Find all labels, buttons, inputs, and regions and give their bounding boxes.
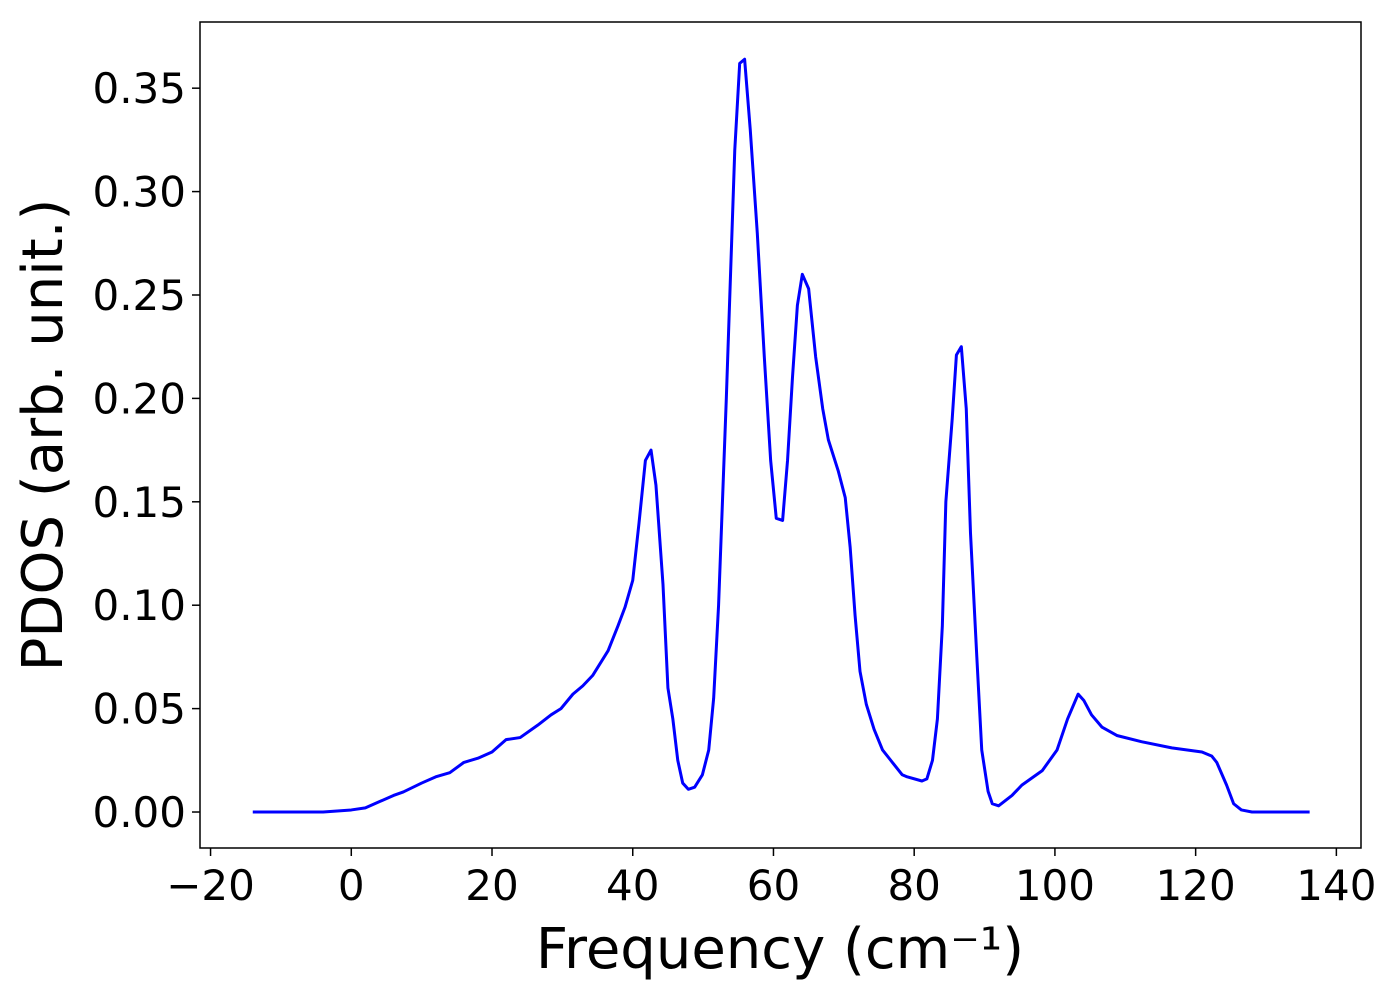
x-axis-label: Frequency (cm⁻¹) bbox=[536, 917, 1024, 982]
y-tick-label: 0.00 bbox=[92, 788, 186, 837]
x-tick-label: 40 bbox=[606, 861, 659, 910]
x-tick-label: 20 bbox=[465, 861, 518, 910]
x-tick-label: −20 bbox=[166, 861, 255, 910]
y-tick-label: 0.25 bbox=[92, 271, 186, 320]
plot-frame bbox=[199, 21, 1362, 849]
x-tick-label: 80 bbox=[887, 861, 940, 910]
x-tick-label: 140 bbox=[1296, 861, 1376, 910]
series-line bbox=[252, 57, 1310, 814]
y-tick-label: 0.15 bbox=[92, 478, 186, 527]
x-tick-label: 0 bbox=[338, 861, 365, 910]
y-axis-label: PDOS (arb. unit.) bbox=[11, 199, 76, 672]
x-tick-label: 100 bbox=[1015, 861, 1095, 910]
x-tick-label: 120 bbox=[1156, 861, 1236, 910]
y-tick-label: 0.20 bbox=[92, 374, 186, 423]
y-tick-label: 0.05 bbox=[92, 685, 186, 734]
x-tick-label: 60 bbox=[747, 861, 800, 910]
y-tick-label: 0.10 bbox=[92, 581, 186, 630]
y-tick-label: 0.30 bbox=[92, 168, 186, 217]
y-tick-label: 0.35 bbox=[92, 64, 186, 113]
